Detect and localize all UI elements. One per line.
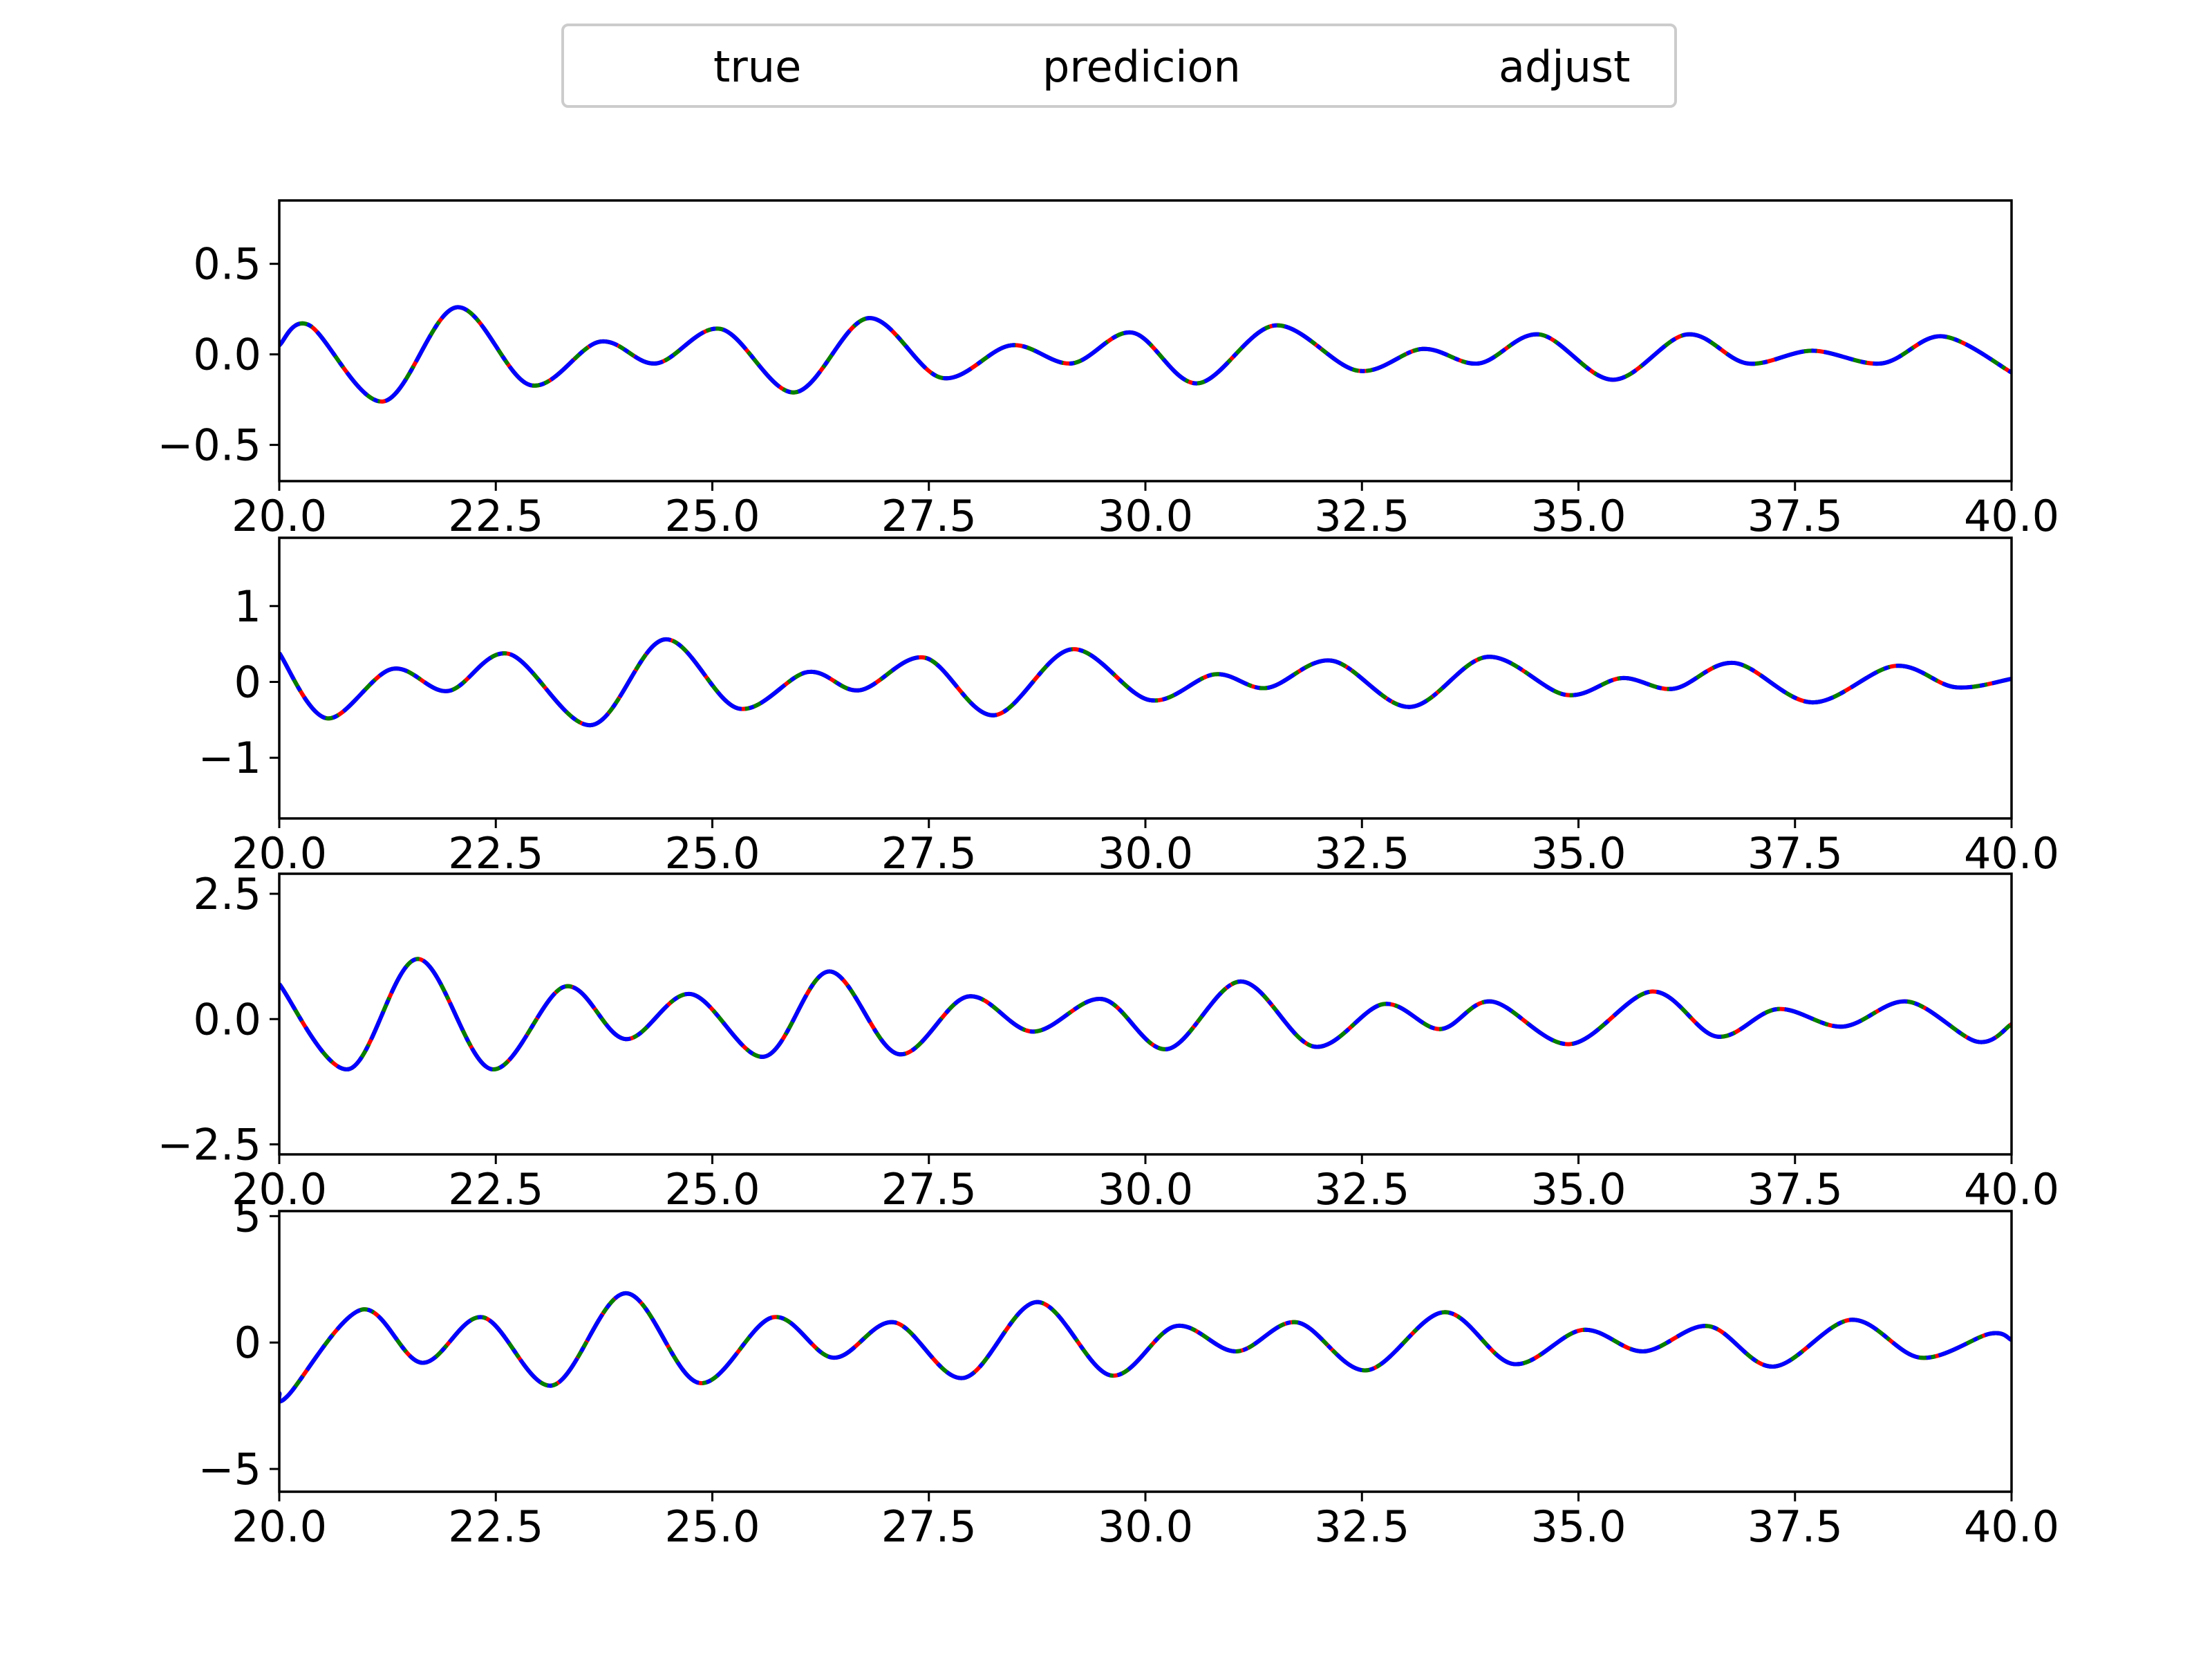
y-tick-label-1: −0.5 bbox=[157, 420, 261, 471]
plot-area-3 bbox=[279, 874, 2012, 1154]
subplot-3: 20.0 22.5 25.0 27.5 30.0 32.5 35.0 37.5 40.0 −2.5… bbox=[157, 869, 2059, 1215]
x-tick-label-2: 32.5 bbox=[1314, 828, 1409, 879]
y-tick-label-3: 2.5 bbox=[193, 869, 261, 919]
x-tick-label-4: 22.5 bbox=[448, 1501, 543, 1552]
x-tick-label-4: 37.5 bbox=[1747, 1501, 1843, 1552]
y-tick-label-1: 0.0 bbox=[193, 330, 261, 380]
x-tick-label-3: 22.5 bbox=[448, 1164, 543, 1215]
x-tick-label-4: 35.0 bbox=[1530, 1501, 1626, 1552]
x-tick-label-2: 27.5 bbox=[881, 828, 977, 879]
x-tick-label-2: 20.0 bbox=[232, 828, 327, 879]
x-tick-label-4: 40.0 bbox=[1964, 1501, 2059, 1552]
x-tick-label-1: 37.5 bbox=[1747, 491, 1843, 541]
y-tick-label-4: 5 bbox=[234, 1191, 261, 1241]
legend-label-adjust: adjust bbox=[1499, 41, 1631, 92]
x-tick-label-4: 27.5 bbox=[881, 1501, 977, 1552]
series-group-4 bbox=[279, 1291, 2012, 1404]
y-tick-label-2: 0 bbox=[234, 657, 261, 707]
subplot-4: 20.0 22.5 25.0 27.5 30.0 32.5 35.0 37.5 40.0 −5 0 5 bbox=[198, 1191, 2059, 1552]
x-tick-label-1: 32.5 bbox=[1314, 491, 1409, 541]
x-tick-label-1: 20.0 bbox=[232, 491, 327, 541]
x-tick-label-2: 30.0 bbox=[1098, 828, 1193, 879]
series-group-3 bbox=[279, 957, 2012, 1071]
x-tick-label-1: 27.5 bbox=[881, 491, 977, 541]
x-tick-label-3: 20.0 bbox=[232, 1164, 327, 1215]
series-line-adjust-2 bbox=[279, 637, 2012, 728]
x-tick-label-3: 35.0 bbox=[1530, 1164, 1626, 1215]
series-line-adjust-4 bbox=[279, 1291, 2012, 1404]
series-group-2 bbox=[279, 637, 2012, 728]
legend-label-predicion: predicion bbox=[1042, 41, 1241, 92]
y-tick-label-1: 0.5 bbox=[193, 239, 261, 290]
x-tick-label-4: 20.0 bbox=[232, 1501, 327, 1552]
x-tick-label-3: 40.0 bbox=[1964, 1164, 2059, 1215]
series-group-1 bbox=[279, 305, 2012, 404]
x-tick-label-4: 32.5 bbox=[1314, 1501, 1409, 1552]
y-tick-label-4: −5 bbox=[198, 1444, 261, 1494]
x-tick-label-2: 37.5 bbox=[1747, 828, 1843, 879]
y-tick-label-4: 0 bbox=[234, 1318, 261, 1368]
x-tick-label-1: 35.0 bbox=[1530, 491, 1626, 541]
x-tick-label-3: 37.5 bbox=[1747, 1164, 1843, 1215]
x-tick-label-1: 22.5 bbox=[448, 491, 543, 541]
x-tick-label-2: 22.5 bbox=[448, 828, 543, 879]
plot-area-2 bbox=[279, 538, 2012, 818]
y-tick-label-3: −2.5 bbox=[157, 1120, 261, 1170]
legend-label-true: true bbox=[713, 41, 802, 92]
x-tick-label-3: 25.0 bbox=[664, 1164, 760, 1215]
y-tick-label-2: −1 bbox=[198, 733, 261, 783]
x-tick-label-2: 25.0 bbox=[664, 828, 760, 879]
y-tick-label-3: 0.0 bbox=[193, 994, 261, 1044]
x-tick-label-3: 30.0 bbox=[1098, 1164, 1193, 1215]
series-line-adjust-1 bbox=[279, 305, 2012, 404]
x-tick-label-1: 40.0 bbox=[1964, 491, 2059, 541]
x-tick-label-2: 35.0 bbox=[1530, 828, 1626, 879]
x-tick-label-3: 32.5 bbox=[1314, 1164, 1409, 1215]
x-tick-label-3: 27.5 bbox=[881, 1164, 977, 1215]
subplot-2: 20.0 22.5 25.0 27.5 30.0 32.5 35.0 37.5 40.0 −1 0 1 bbox=[198, 536, 2059, 879]
x-tick-label-1: 30.0 bbox=[1098, 491, 1193, 541]
y-tick-label-2: 1 bbox=[234, 581, 261, 632]
subplot-1: 20.0 22.5 25.0 27.5 30.0 32.5 35.0 37.5 40.0 −0.5… bbox=[157, 199, 2059, 541]
x-tick-label-1: 25.0 bbox=[664, 491, 760, 541]
x-tick-label-4: 30.0 bbox=[1098, 1501, 1193, 1552]
series-line-adjust-3 bbox=[279, 957, 2012, 1071]
x-tick-label-2: 40.0 bbox=[1964, 828, 2059, 879]
x-tick-label-4: 25.0 bbox=[664, 1501, 760, 1552]
legend: true predicion adjust bbox=[561, 24, 1677, 108]
